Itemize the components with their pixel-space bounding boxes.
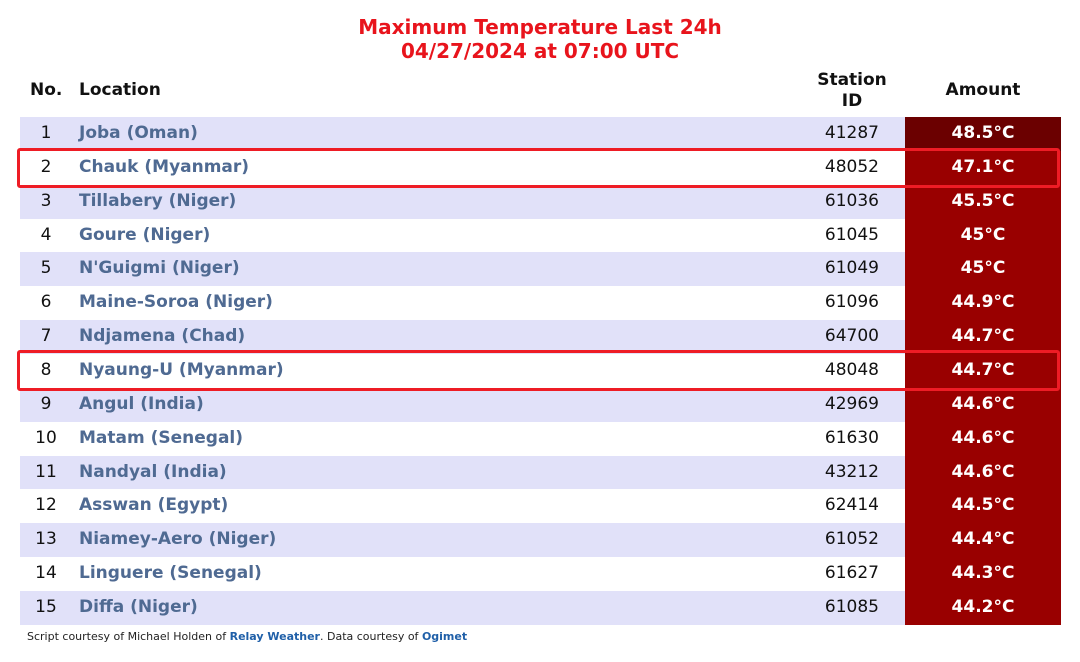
table-row: 5 N'Guigmi (Niger) 61049 45°C [20, 252, 1061, 287]
amount: 45°C [905, 218, 1061, 253]
column-header: Amount [945, 80, 1021, 100]
row-number: 8 [40, 360, 52, 381]
table-row: 4 Goure (Niger) 61045 45°C [20, 218, 1061, 253]
amount: 44.3°C [905, 557, 1061, 592]
amount: 44.4°C [905, 523, 1061, 558]
row-number: 14 [35, 563, 57, 584]
station-id: 61052 [824, 529, 879, 550]
location: Maine-Soroa (Niger) [79, 292, 273, 313]
location: Joba (Oman) [79, 123, 198, 143]
station-id: 43212 [824, 461, 879, 482]
table-row: 2 Chauk (Myanmar) 48052 47.1°C [20, 150, 1061, 185]
amount: 44.7°C [905, 320, 1061, 355]
row-number: 5 [40, 258, 52, 279]
row-number: 7 [40, 326, 52, 347]
location: Ndjamena (Chad) [79, 326, 246, 347]
location: Chauk (Myanmar) [79, 156, 250, 177]
location: Tillabery (Niger) [79, 190, 237, 211]
amount: 44.6°C [905, 421, 1061, 456]
row-number: 1 [40, 123, 52, 143]
row-number: 9 [40, 393, 52, 414]
table-row: 12 Asswan (Egypt) 62414 44.5°C [20, 489, 1061, 524]
location: Nyaung-U (Myanmar) [79, 360, 284, 381]
table-row: 6 Maine-Soroa (Niger) 61096 44.9°C [20, 286, 1061, 321]
footer-link[interactable]: Relay Weather [229, 630, 320, 643]
table-row: 11 Nandyal (India) 43212 44.6°C [20, 455, 1061, 490]
table-row: 1 Joba (Oman) 41287 48.5°C [20, 117, 1061, 151]
table-row: 3 Tillabery (Niger) 61036 45.5°C [20, 184, 1061, 219]
station-id: 48052 [824, 156, 879, 177]
amount: 45.5°C [905, 184, 1061, 219]
table-row: 8 Nyaung-U (Myanmar) 48048 44.7°C [20, 354, 1061, 388]
highlight-box [17, 350, 1060, 391]
footer-text: Script courtesy of Michael Holden of [27, 630, 230, 643]
location: Linguere (Senegal) [79, 563, 262, 584]
station-id: 42969 [824, 393, 879, 414]
table-row: 13 Niamey-Aero (Niger) 61052 44.4°C [20, 523, 1061, 558]
title-line-1: Maximum Temperature Last 24h [358, 15, 722, 39]
row-number: 2 [40, 156, 52, 177]
location: Nandyal (India) [79, 461, 227, 482]
footer-link[interactable]: Ogimet [421, 630, 468, 643]
table-row: 15 Diffa (Niger) 61085 44.2°C [20, 591, 1061, 625]
row-number: 3 [40, 190, 52, 211]
location: Angul (India) [79, 393, 204, 414]
row-number: 11 [35, 461, 57, 482]
row-number: 6 [40, 292, 52, 313]
station-id: 61627 [824, 563, 879, 584]
table-body: 1 Joba (Oman) 41287 48.5°C 2 Chauk (Myanmar) 4… [20, 117, 1061, 625]
row-number: 10 [35, 427, 57, 448]
row-number: 13 [35, 529, 57, 550]
row-number: 15 [35, 597, 57, 618]
title-line-2: 04/27/2024 at 07:00 UTC [400, 39, 680, 63]
amount: 44.2°C [905, 591, 1061, 625]
station-id: 62414 [824, 495, 879, 516]
amount: 44.6°C [905, 387, 1061, 422]
location: Niamey-Aero (Niger) [79, 529, 277, 550]
amount: 44.6°C [905, 455, 1061, 490]
amount: 44.7°C [905, 354, 1061, 388]
table-row: 7 Ndjamena (Chad) 64700 44.7°C [20, 320, 1061, 355]
station-id: 61045 [824, 224, 879, 245]
location: Goure (Niger) [79, 224, 211, 245]
amount: 48.5°C [905, 117, 1061, 151]
row-number: 12 [35, 495, 57, 516]
column-header: No. [30, 80, 63, 100]
table-row: 10 Matam (Senegal) 61630 44.6°C [20, 421, 1061, 456]
station-id: 61036 [824, 190, 879, 211]
footer-text: . Data courtesy of [319, 630, 422, 643]
location: N'Guigmi (Niger) [79, 258, 240, 279]
amount: 47.1°C [905, 150, 1061, 185]
amount: 45°C [905, 252, 1061, 287]
station-id: 61630 [824, 427, 879, 448]
location: Asswan (Egypt) [79, 495, 229, 516]
table-row: 9 Angul (India) 42969 44.6°C [20, 387, 1061, 422]
station-id: 61049 [824, 258, 879, 279]
station-id: 61096 [824, 292, 879, 313]
amount: 44.5°C [905, 489, 1061, 524]
station-id: 41287 [824, 123, 879, 143]
footer: Script courtesy of Michael Holden of Rel… [27, 629, 467, 645]
location: Matam (Senegal) [79, 427, 244, 448]
station-id: 61085 [824, 597, 879, 618]
highlight-box [17, 148, 1060, 188]
table-row: 14 Linguere (Senegal) 61627 44.3°C [20, 557, 1061, 592]
station-id: 64700 [824, 326, 879, 347]
row-number: 4 [40, 224, 52, 245]
column-header: Location [79, 80, 161, 100]
location: Diffa (Niger) [79, 597, 198, 618]
station-id: 48048 [824, 360, 879, 381]
column-header: Station ID [817, 70, 887, 111]
amount: 44.9°C [905, 286, 1061, 321]
